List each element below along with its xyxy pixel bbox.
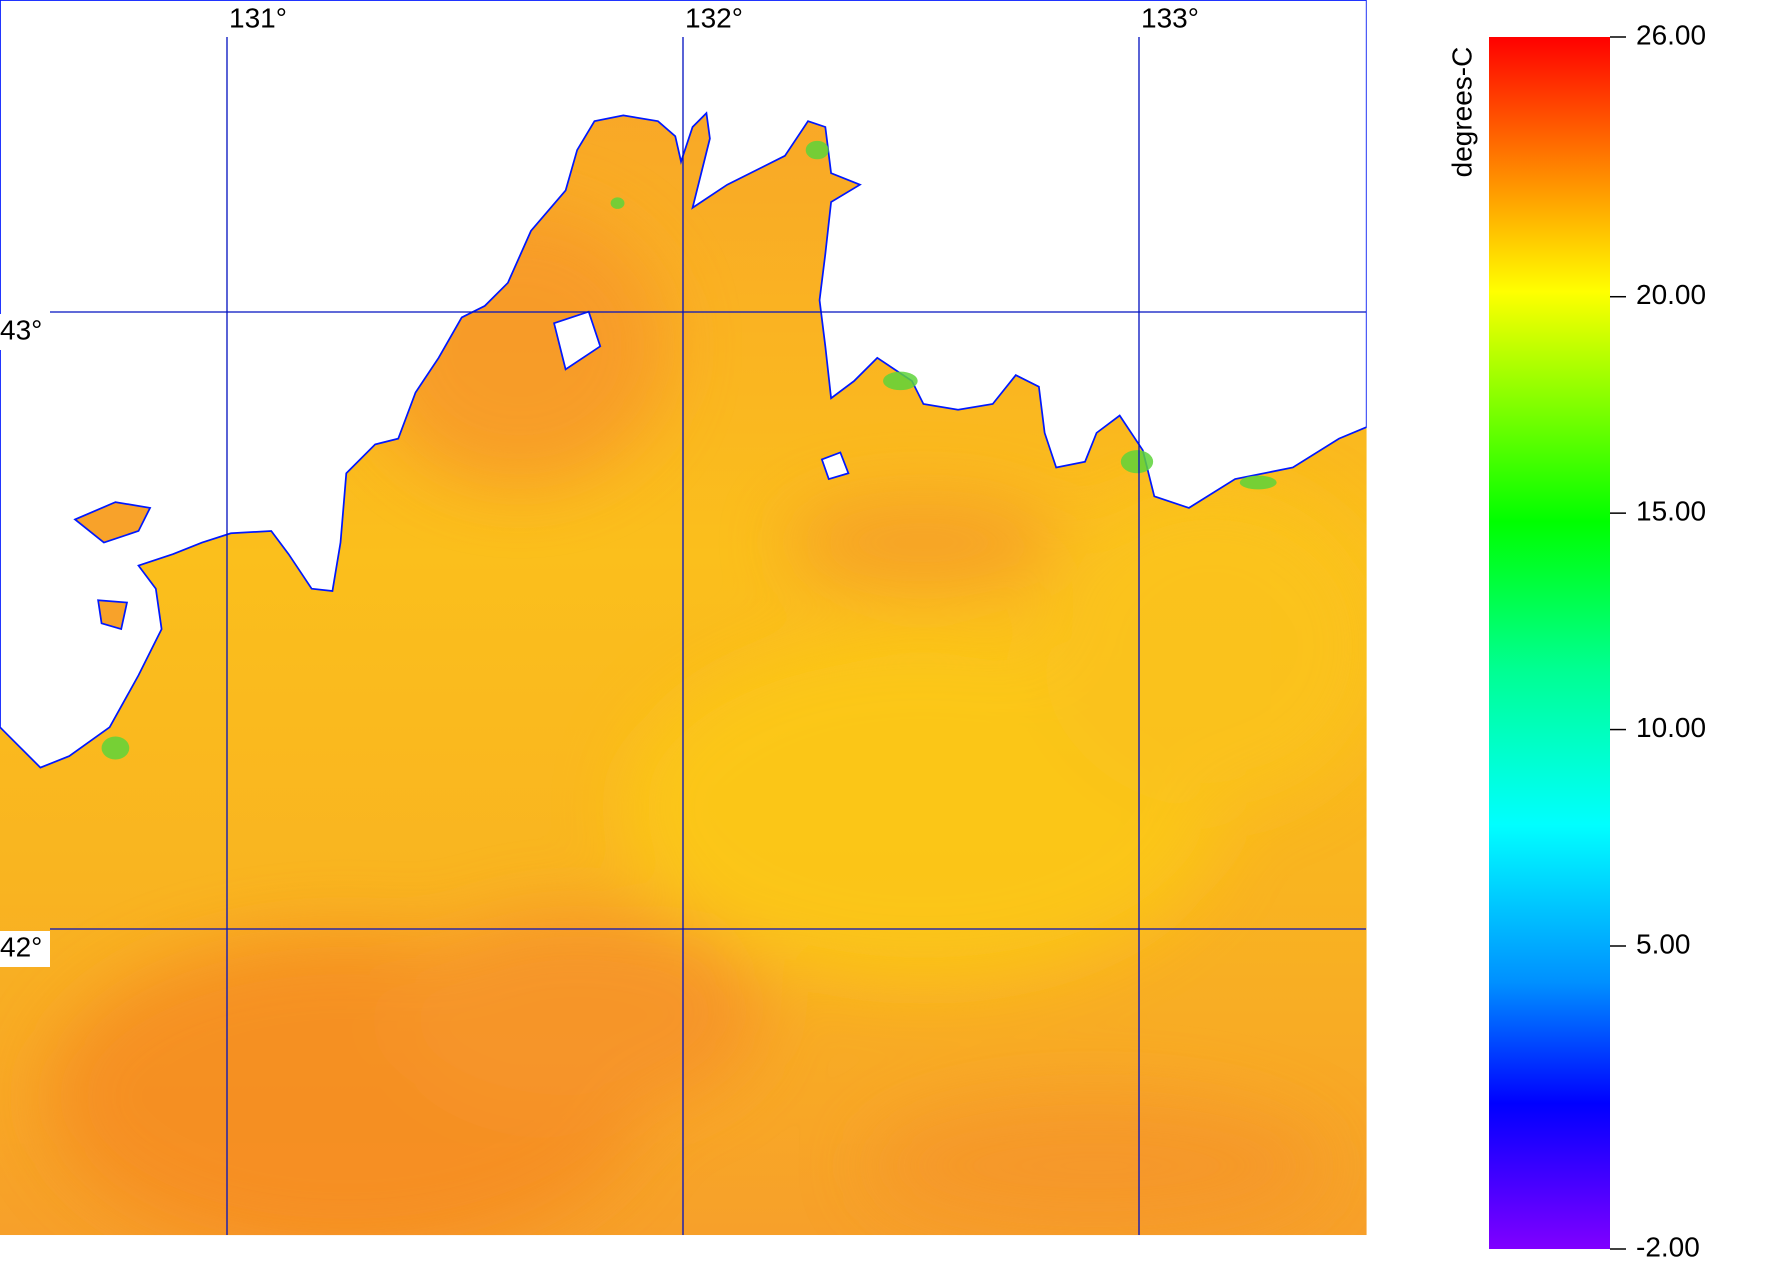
lon-label: 131° bbox=[229, 2, 287, 33]
map bbox=[0, 0, 1367, 1236]
colorbar bbox=[1489, 37, 1610, 1249]
colorbar-title: degrees-C bbox=[1446, 47, 1477, 178]
lat-label-bg bbox=[0, 931, 50, 967]
island bbox=[97, 599, 129, 631]
colorbar-tick-label: -2.00 bbox=[1636, 1231, 1700, 1262]
lat-label: 43° bbox=[0, 314, 42, 345]
island bbox=[553, 310, 602, 371]
lat-label-bg bbox=[0, 314, 50, 350]
land bbox=[0, 0, 1367, 769]
cool-coastal-patches bbox=[101, 140, 1277, 760]
lon-label: 133° bbox=[1141, 2, 1199, 33]
colorbar-tick-label: 5.00 bbox=[1636, 928, 1691, 959]
graticule: 131° 132° 133° 43° 42° bbox=[0, 2, 1366, 1235]
colorbar-tick-label: 20.00 bbox=[1636, 279, 1706, 310]
lon-label: 132° bbox=[685, 2, 743, 33]
colorbar-tick-label: 10.00 bbox=[1636, 712, 1706, 743]
colorbar-tick-label: 26.00 bbox=[1636, 19, 1706, 50]
lat-label: 42° bbox=[0, 931, 42, 962]
colorbar-tick-label: 15.00 bbox=[1636, 496, 1706, 527]
island bbox=[73, 501, 152, 544]
temperature-patterns bbox=[46, 207, 1367, 1236]
colorbar-ticks: 26.00 20.00 15.00 10.00 5.00 -2.00 bbox=[1610, 19, 1706, 1262]
island bbox=[820, 451, 850, 481]
